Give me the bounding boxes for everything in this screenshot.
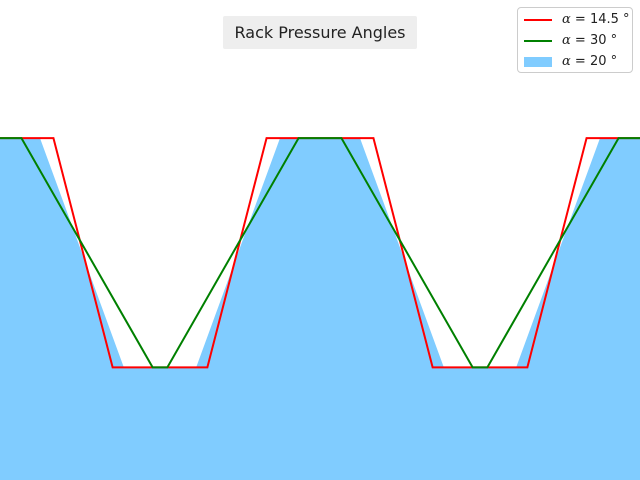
legend-line-red [524,19,552,21]
legend-label-alpha-14-5: α = 14.5 ° [562,12,630,27]
legend-entry-alpha-30: α = 30 ° [524,31,628,51]
legend-label-alpha-20: α = 20 ° [562,54,618,69]
legend-swatch-alpha-14-5 [524,15,552,25]
legend-label-alpha-30: α = 30 ° [562,33,618,48]
legend: α = 14.5 ° α = 30 ° α = 20 ° [517,7,633,73]
legend-swatch-alpha-20 [524,57,552,67]
legend-entry-alpha-20: α = 20 ° [524,52,628,72]
legend-entry-alpha-14-5: α = 14.5 ° [524,10,630,30]
legend-patch-blue [524,57,552,67]
legend-line-green [524,40,552,42]
legend-swatch-alpha-30 [524,36,552,46]
series-alpha-20-fill [0,138,640,480]
chart-title-box: Rack Pressure Angles [223,16,417,49]
plot-area [0,137,640,480]
chart-title: Rack Pressure Angles [234,23,406,42]
series-alpha-30-line [0,137,640,369]
